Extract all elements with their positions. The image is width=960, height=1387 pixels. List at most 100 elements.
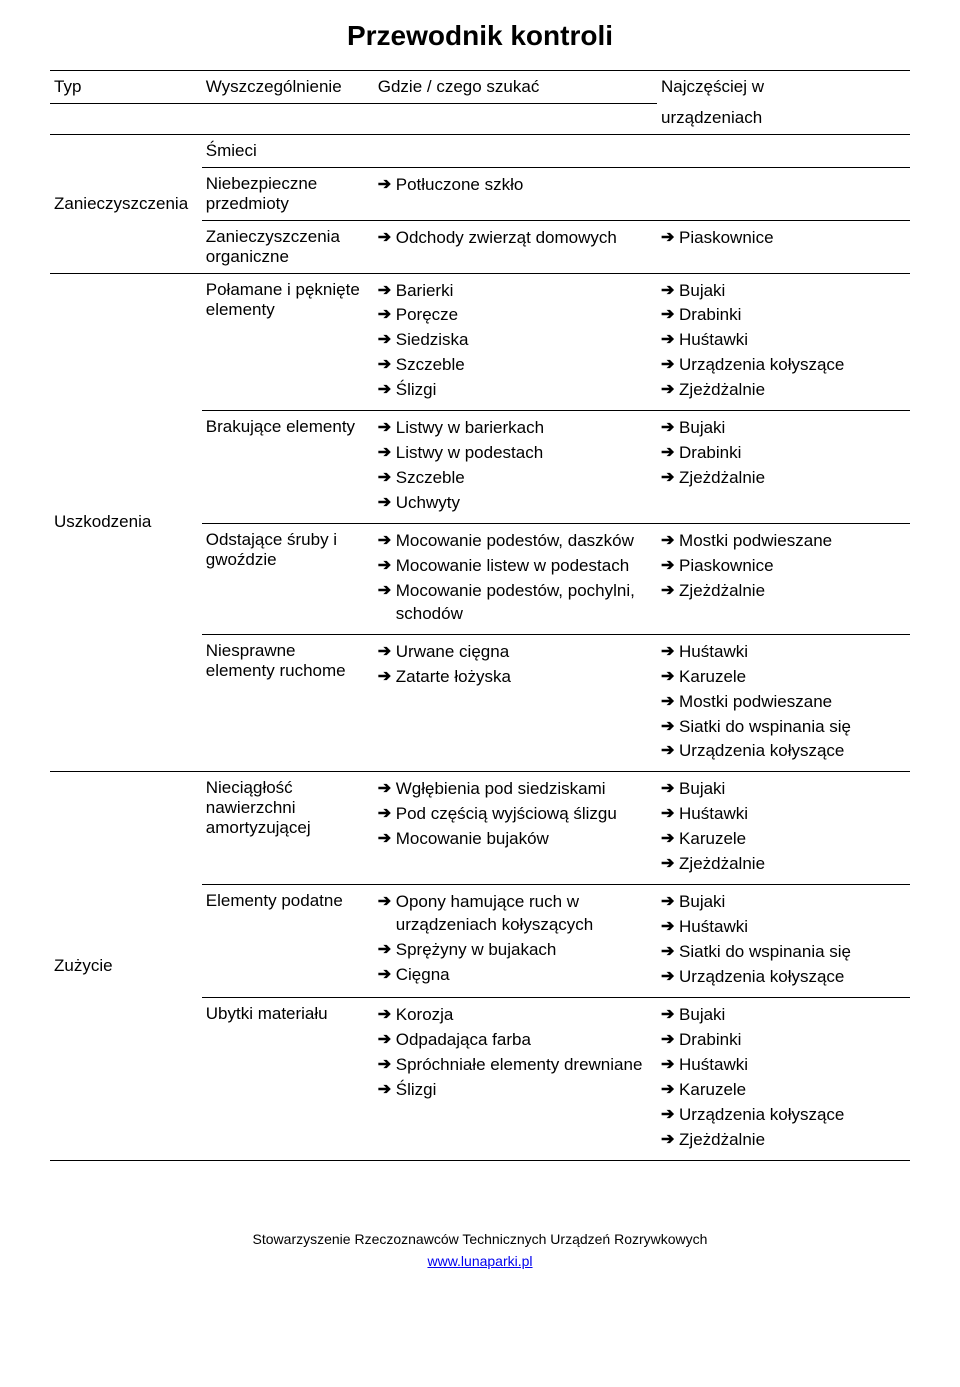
devices-cell: ➔Bujaki➔Drabinki➔Huśtawki➔Urządzenia koł… bbox=[657, 273, 910, 411]
where-cell: ➔Odchody zwierząt domowych bbox=[374, 220, 657, 273]
list-item-text: Urządzenia kołyszące bbox=[679, 1104, 902, 1127]
arrow-icon: ➔ bbox=[378, 964, 396, 986]
spec-cell: Śmieci bbox=[202, 134, 374, 167]
spec-cell: Ubytki materiału bbox=[202, 997, 374, 1160]
list-item: ➔Szczeble bbox=[378, 467, 649, 490]
list-item-text: Bujaki bbox=[679, 280, 902, 303]
type-cell: Zanieczyszczenia bbox=[50, 134, 202, 273]
spec-cell: Elementy podatne bbox=[202, 885, 374, 998]
arrow-icon: ➔ bbox=[661, 304, 679, 326]
arrow-icon: ➔ bbox=[661, 966, 679, 988]
arrow-icon: ➔ bbox=[661, 467, 679, 489]
arrow-icon: ➔ bbox=[378, 828, 396, 850]
devices-cell bbox=[657, 167, 910, 220]
devices-cell: ➔Piaskownice bbox=[657, 220, 910, 273]
list-item: ➔Opony hamujące ruch w urządzeniach koły… bbox=[378, 891, 649, 937]
arrow-icon: ➔ bbox=[378, 1029, 396, 1051]
arrow-icon: ➔ bbox=[661, 941, 679, 963]
list-item: ➔Mocowanie listew w podestach bbox=[378, 555, 649, 578]
table-header-row: Typ Wyszczególnienie Gdzie / czego szuka… bbox=[50, 71, 910, 104]
type-cell: Uszkodzenia bbox=[50, 273, 202, 772]
list-item: ➔Drabinki bbox=[661, 442, 902, 465]
list-item: ➔Urządzenia kołyszące bbox=[661, 354, 902, 377]
list-item-text: Odpadająca farba bbox=[396, 1029, 649, 1052]
spec-cell: Zanieczyszczenia organiczne bbox=[202, 220, 374, 273]
list-item: ➔Bujaki bbox=[661, 1004, 902, 1027]
list-item-text: Karuzele bbox=[679, 828, 902, 851]
list-item: ➔Mocowanie bujaków bbox=[378, 828, 649, 851]
arrow-icon: ➔ bbox=[661, 666, 679, 688]
arrow-icon: ➔ bbox=[378, 555, 396, 577]
list-item: ➔Urządzenia kołyszące bbox=[661, 740, 902, 763]
list-item-text: Mocowanie podestów, daszków bbox=[396, 530, 649, 553]
list-item-text: Zjeżdżalnie bbox=[679, 580, 902, 603]
arrow-icon: ➔ bbox=[378, 417, 396, 439]
devices-cell: ➔Bujaki➔Drabinki➔Huśtawki➔Karuzele➔Urząd… bbox=[657, 997, 910, 1160]
list-item-text: Szczeble bbox=[396, 354, 649, 377]
col-type-header: Typ bbox=[50, 71, 202, 104]
list-item: ➔Siatki do wspinania się bbox=[661, 941, 902, 964]
where-cell bbox=[374, 134, 657, 167]
arrow-icon: ➔ bbox=[661, 716, 679, 738]
list-item: ➔Mocowanie podestów, daszków bbox=[378, 530, 649, 553]
list-item: ➔Bujaki bbox=[661, 417, 902, 440]
list-item-text: Bujaki bbox=[679, 891, 902, 914]
list-item: ➔Karuzele bbox=[661, 828, 902, 851]
arrow-icon: ➔ bbox=[661, 1029, 679, 1051]
devices-cell: ➔Bujaki➔Huśtawki➔Karuzele➔Zjeżdżalnie bbox=[657, 772, 910, 885]
list-item: ➔Siedziska bbox=[378, 329, 649, 352]
list-item: ➔Drabinki bbox=[661, 1029, 902, 1052]
col-where-header: Gdzie / czego szukać bbox=[374, 71, 657, 104]
arrow-icon: ➔ bbox=[661, 916, 679, 938]
devices-cell: ➔Mostki podwieszane➔Piaskownice➔Zjeżdżal… bbox=[657, 523, 910, 634]
list-item-text: Siatki do wspinania się bbox=[679, 941, 902, 964]
arrow-icon: ➔ bbox=[661, 227, 679, 249]
table-row: UszkodzeniaPołamane i pęknięte elementy➔… bbox=[50, 273, 910, 411]
list-item-text: Karuzele bbox=[679, 666, 902, 689]
list-item-text: Urządzenia kołyszące bbox=[679, 966, 902, 989]
list-item-text: Zjeżdżalnie bbox=[679, 1129, 902, 1152]
list-item: ➔Pod częścią wyjściową ślizgu bbox=[378, 803, 649, 826]
list-item-text: Ślizgi bbox=[396, 1079, 649, 1102]
arrow-icon: ➔ bbox=[661, 417, 679, 439]
list-item-text: Zjeżdżalnie bbox=[679, 853, 902, 876]
list-item: ➔Uchwyty bbox=[378, 492, 649, 515]
list-item: ➔Urządzenia kołyszące bbox=[661, 1104, 902, 1127]
arrow-icon: ➔ bbox=[661, 1054, 679, 1076]
list-item-text: Potłuczone szkło bbox=[396, 174, 649, 197]
footer-link[interactable]: www.lunaparki.pl bbox=[427, 1253, 532, 1269]
arrow-icon: ➔ bbox=[378, 1079, 396, 1101]
arrow-icon: ➔ bbox=[378, 467, 396, 489]
where-cell: ➔Barierki➔Poręcze➔Siedziska➔Szczeble➔Śli… bbox=[374, 273, 657, 411]
list-item: ➔Cięgna bbox=[378, 964, 649, 987]
arrow-icon: ➔ bbox=[661, 1104, 679, 1126]
list-item: ➔Huśtawki bbox=[661, 1054, 902, 1077]
where-cell: ➔Listwy w barierkach➔Listwy w podestach➔… bbox=[374, 411, 657, 524]
arrow-icon: ➔ bbox=[661, 280, 679, 302]
list-item: ➔Listwy w barierkach bbox=[378, 417, 649, 440]
where-cell: ➔Wgłębienia pod siedziskami➔Pod częścią … bbox=[374, 772, 657, 885]
list-item-text: Wgłębienia pod siedziskami bbox=[396, 778, 649, 801]
where-cell: ➔Mocowanie podestów, daszków➔Mocowanie l… bbox=[374, 523, 657, 634]
list-item-text: Mocowanie podestów, pochylni, schodów bbox=[396, 580, 649, 626]
where-cell: ➔Korozja➔Odpadająca farba➔Spróchniałe el… bbox=[374, 997, 657, 1160]
list-item: ➔Huśtawki bbox=[661, 641, 902, 664]
spec-cell: Brakujące elementy bbox=[202, 411, 374, 524]
spec-cell: Nieciągłość nawierzchni amortyzującej bbox=[202, 772, 374, 885]
spec-cell: Niebezpieczne przedmioty bbox=[202, 167, 374, 220]
where-cell: ➔Urwane cięgna➔Zatarte łożyska bbox=[374, 634, 657, 772]
list-item: ➔Mostki podwieszane bbox=[661, 691, 902, 714]
list-item: ➔Zjeżdżalnie bbox=[661, 580, 902, 603]
list-item: ➔Sprężyny w bujakach bbox=[378, 939, 649, 962]
list-item: ➔Listwy w podestach bbox=[378, 442, 649, 465]
list-item-text: Opony hamujące ruch w urządzeniach kołys… bbox=[396, 891, 649, 937]
devices-cell: ➔Bujaki➔Drabinki➔Zjeżdżalnie bbox=[657, 411, 910, 524]
list-item-text: Poręcze bbox=[396, 304, 649, 327]
arrow-icon: ➔ bbox=[378, 666, 396, 688]
list-item-text: Drabinki bbox=[679, 1029, 902, 1052]
type-cell: Zużycie bbox=[50, 772, 202, 1160]
arrow-icon: ➔ bbox=[378, 304, 396, 326]
arrow-icon: ➔ bbox=[378, 1004, 396, 1026]
arrow-icon: ➔ bbox=[378, 803, 396, 825]
list-item-text: Siatki do wspinania się bbox=[679, 716, 902, 739]
